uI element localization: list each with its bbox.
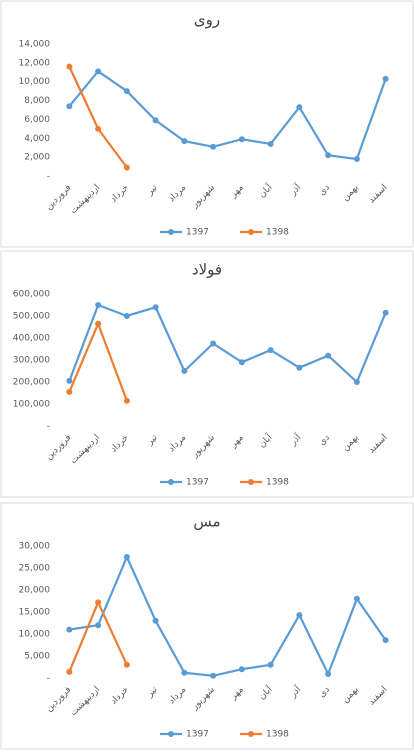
point xyxy=(267,140,274,147)
point xyxy=(382,637,389,644)
point xyxy=(95,622,102,629)
y-tick-label: 10,000 xyxy=(19,630,51,640)
point xyxy=(66,103,73,110)
point xyxy=(123,397,130,404)
point xyxy=(238,359,245,366)
point xyxy=(123,164,130,171)
point xyxy=(66,377,73,384)
point xyxy=(181,368,188,374)
point xyxy=(152,617,159,624)
legend-label: 1397 xyxy=(186,228,209,238)
point xyxy=(382,75,389,82)
point xyxy=(353,595,360,602)
point xyxy=(95,125,102,132)
point xyxy=(123,88,130,95)
legend-marker xyxy=(248,479,254,485)
legend-label: 1398 xyxy=(266,478,289,488)
legend-marker xyxy=(168,229,174,235)
legend-label: 1398 xyxy=(266,228,289,238)
point xyxy=(152,304,159,311)
y-tick-label: 8,000 xyxy=(24,96,50,106)
y-tick-label: 25,000 xyxy=(19,564,51,574)
y-tick-label: 10,000 xyxy=(19,77,51,87)
legend-marker xyxy=(168,479,174,485)
y-tick-label: - xyxy=(47,674,50,684)
legend-marker xyxy=(168,731,174,737)
point xyxy=(210,143,217,150)
chart-title: مس xyxy=(193,513,220,531)
point xyxy=(66,668,73,675)
y-tick-label: 300,000 xyxy=(13,356,50,366)
y-tick-label: 4,000 xyxy=(24,134,50,144)
point xyxy=(181,138,188,145)
legend-label: 1398 xyxy=(266,730,289,740)
point xyxy=(238,666,245,673)
point xyxy=(325,352,332,359)
chart-title: فولاد xyxy=(192,261,222,279)
point xyxy=(66,63,73,70)
point xyxy=(296,612,303,619)
legend-marker xyxy=(248,229,254,235)
y-tick-label: 400,000 xyxy=(13,334,50,344)
series-line xyxy=(68,303,387,384)
y-tick-label: - xyxy=(47,422,50,432)
y-tick-label: 2,000 xyxy=(24,153,50,163)
point xyxy=(210,340,217,347)
chart-frame xyxy=(0,0,414,248)
point xyxy=(66,388,73,395)
point xyxy=(210,672,217,679)
series-line xyxy=(68,70,387,161)
chart-frame xyxy=(0,502,414,750)
chart-title: روی xyxy=(194,11,220,29)
point xyxy=(267,347,274,354)
point xyxy=(296,364,303,371)
point xyxy=(238,136,245,143)
point xyxy=(123,554,130,560)
point xyxy=(296,104,303,111)
y-tick-label: - xyxy=(47,172,50,182)
legend-label: 1397 xyxy=(186,478,209,488)
point xyxy=(325,152,332,159)
point xyxy=(353,379,360,385)
point xyxy=(95,320,102,327)
legend-label: 1397 xyxy=(186,730,209,740)
point xyxy=(123,661,130,668)
y-tick-label: 100,000 xyxy=(13,400,50,410)
y-tick-label: 30,000 xyxy=(19,542,51,552)
y-tick-label: 600,000 xyxy=(13,290,50,300)
point xyxy=(95,302,102,308)
point xyxy=(95,68,102,75)
y-tick-label: 200,000 xyxy=(13,378,50,388)
point xyxy=(123,313,130,319)
y-tick-label: 20,000 xyxy=(19,586,51,596)
y-tick-label: 14,000 xyxy=(19,40,51,50)
y-tick-label: 6,000 xyxy=(24,115,50,125)
point xyxy=(382,309,389,316)
chart-frame xyxy=(0,250,414,498)
y-tick-label: 15,000 xyxy=(19,608,51,618)
y-tick-label: 500,000 xyxy=(13,312,50,322)
point xyxy=(325,671,332,678)
point xyxy=(353,156,360,163)
point xyxy=(267,661,274,668)
series-line xyxy=(69,555,387,677)
point xyxy=(152,117,159,124)
legend-marker xyxy=(248,731,254,737)
point xyxy=(181,669,188,676)
y-tick-label: 5,000 xyxy=(24,652,50,662)
point xyxy=(66,626,73,633)
point xyxy=(95,599,102,606)
y-tick-label: 12,000 xyxy=(19,58,51,68)
